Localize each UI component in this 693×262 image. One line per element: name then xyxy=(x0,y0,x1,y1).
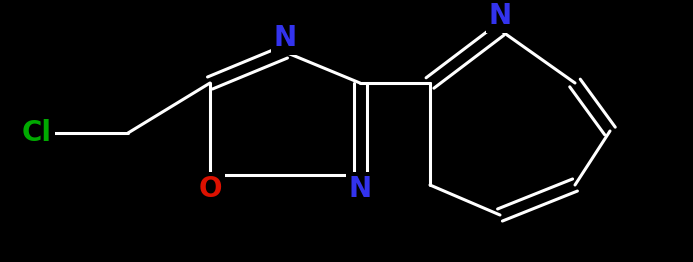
Text: N: N xyxy=(274,24,297,52)
Text: Cl: Cl xyxy=(22,119,52,147)
Text: O: O xyxy=(198,175,222,203)
Text: N: N xyxy=(349,175,371,203)
Text: N: N xyxy=(489,2,511,30)
